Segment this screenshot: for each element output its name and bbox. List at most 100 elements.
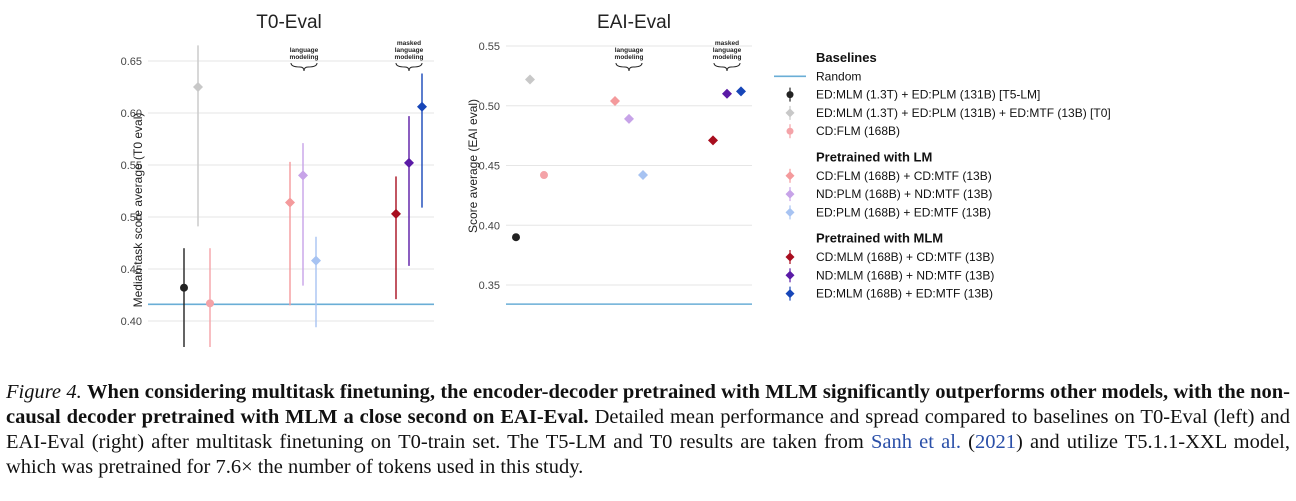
point-cd-flm-168b-cd-mtf-13b — [610, 95, 620, 106]
point-ed-mlm-168b-ed-mtf-13b — [736, 86, 746, 97]
legend-group-title: Pretrained with MLM — [816, 231, 943, 246]
point-ed-mlm-1-3t-ed-plm-131b-ed-mtf-13b-t0 — [525, 74, 535, 85]
legend-item-label: ED:MLM (1.3T) + ED:PLM (131B) [T5-LM] — [816, 88, 1040, 102]
data-point — [525, 74, 535, 85]
data-point — [722, 88, 732, 99]
legend-circle-marker — [786, 91, 794, 99]
point-ed-mlm-1-3t-ed-plm-131b-t5-lm — [512, 233, 520, 242]
caption-text-2: and utilize T5.1.1-XXL model, which was … — [6, 431, 1290, 478]
y-tick-label: 0.60 — [121, 108, 142, 120]
point-ed-mlm-168b-ed-mtf-13b — [417, 73, 427, 208]
caption-bold: When considering multitask finetuning, t… — [6, 381, 1291, 428]
annotation-brace — [290, 62, 318, 72]
point-nd-plm-168b-nd-mtf-13b — [624, 113, 634, 124]
point-cd-mlm-168b-cd-mtf-13b — [708, 135, 718, 146]
point-cd-flm-168b — [540, 171, 548, 180]
data-point — [540, 171, 548, 180]
data-point — [206, 299, 214, 308]
legend-diamond-marker — [785, 171, 795, 181]
legend-item-ed-plm-168b-ed-mtf-13b: ED:PLM (168B) + ED:MTF (13B) — [785, 205, 991, 220]
annotation-text: modeling — [713, 54, 742, 61]
caption-text-1: Detailed mean performance and spread com… — [6, 406, 1290, 453]
point-nd-mlm-168b-nd-mtf-13b — [404, 116, 414, 266]
legend-item-nd-mlm-168b-nd-mtf-13b: ND:MLM (168B) + ND:MTF (13B) — [785, 268, 994, 283]
y-tick-label: 0.55 — [479, 41, 500, 53]
legend-item-label: ND:PLM (168B) + ND:MTF (13B) — [816, 187, 992, 201]
citation-year-link[interactable]: 2021 — [975, 431, 1016, 453]
legend-item-label: ED:MLM (168B) + ED:MTF (13B) — [816, 287, 993, 301]
chart-title: T0-Eval — [256, 12, 321, 33]
caption-label: Figure 4. — [6, 381, 82, 403]
data-point — [417, 101, 427, 112]
point-nd-plm-168b-nd-mtf-13b — [298, 143, 308, 286]
legend-circle-marker — [786, 127, 794, 135]
annotation-text: masked — [715, 40, 739, 47]
point-nd-mlm-168b-nd-mtf-13b — [722, 88, 732, 99]
legend-item-label: ND:MLM (168B) + ND:MTF (13B) — [816, 268, 994, 282]
legend-item-cd-flm-168b-cd-mtf-13b: CD:FLM (168B) + CD:MTF (13B) — [785, 168, 992, 183]
legend-item-cd-mlm-168b-cd-mtf-13b: CD:MLM (168B) + CD:MTF (13B) — [785, 250, 994, 264]
legend-item-ed-mlm-168b-ed-mtf-13b: ED:MLM (168B) + ED:MTF (13B) — [785, 286, 993, 301]
y-tick-label: 0.40 — [121, 316, 142, 328]
data-point — [404, 157, 414, 168]
annotation-text: language — [615, 47, 644, 54]
legend-item-label: Random — [816, 69, 861, 83]
data-point — [736, 86, 746, 97]
data-point — [180, 283, 188, 292]
legend-diamond-marker — [785, 189, 795, 199]
y-tick-label: 0.45 — [121, 264, 142, 276]
legend-item-label: CD:MLM (168B) + CD:MTF (13B) — [816, 250, 994, 264]
legend-item-nd-plm-168b-nd-mtf-13b: ND:PLM (168B) + ND:MTF (13B) — [785, 187, 992, 202]
annotation-text: language — [290, 47, 319, 54]
chart-panel-t0-eval: T0-Eval 0.40 0.45 0.50 0.55 0.60 0.65 Median ta… — [121, 12, 434, 347]
legend-item-label: ED:PLM (168B) + ED:MTF (13B) — [816, 205, 991, 219]
y-tick-label: 0.65 — [121, 56, 142, 68]
legend-diamond-marker — [785, 108, 795, 118]
y-axis-label: Median task score average (T0 eval) — [131, 113, 145, 308]
y-tick-label: 0.40 — [479, 220, 500, 232]
legend-item-ed-mlm-1-3t-ed-plm-131b-t5-lm: ED:MLM (1.3T) + ED:PLM (131B) [T5-LM] — [786, 87, 1040, 102]
data-point — [512, 233, 520, 242]
data-point — [193, 82, 203, 92]
annotation-brace — [713, 62, 741, 72]
y-tick-label: 0.50 — [121, 212, 142, 224]
point-cd-flm-168b-cd-mtf-13b — [285, 161, 295, 306]
y-axis-label: Score average (EAI eval) — [466, 99, 480, 233]
point-ed-mlm-1-3t-ed-plm-131b-ed-mtf-13b-t0 — [193, 45, 203, 227]
point-ed-plm-168b-ed-mtf-13b — [311, 236, 321, 328]
legend-item-ed-mlm-1-3t-ed-plm-131b-ed-mtf-13b-t0: ED:MLM (1.3T) + ED:PLM (131B) + ED:MTF (… — [785, 105, 1111, 120]
legend-group-title: Pretrained with LM — [816, 150, 932, 165]
data-point — [624, 113, 634, 124]
data-point — [311, 255, 321, 266]
annotation-text: language — [713, 47, 742, 54]
point-cd-mlm-168b-cd-mtf-13b — [391, 176, 401, 300]
legend-diamond-marker — [785, 207, 795, 217]
y-tick-label: 0.45 — [479, 161, 500, 173]
data-point — [391, 208, 401, 219]
legend: Baselines Random ED:MLM (1.3T) + ED:PLM (1… — [774, 50, 1111, 301]
data-point — [298, 170, 308, 181]
citation-author-link[interactable]: Sanh et al. — [870, 431, 962, 453]
point-cd-flm-168b — [206, 248, 214, 347]
data-point — [638, 170, 648, 181]
figure-caption: Figure 4. When considering multitask fin… — [6, 381, 1291, 478]
annotation-text: language — [395, 47, 424, 54]
legend-item-random: Random — [774, 69, 861, 83]
legend-item-label: CD:FLM (168B) + CD:MTF (13B) — [816, 169, 992, 183]
annotation-brace — [395, 62, 423, 72]
chart-title: EAI-Eval — [597, 12, 671, 33]
y-tick-label: 0.50 — [479, 101, 500, 113]
legend-diamond-marker — [785, 270, 795, 280]
point-ed-plm-168b-ed-mtf-13b — [638, 170, 648, 181]
legend-item-label: CD:FLM (168B) — [816, 124, 900, 138]
y-tick-label: 0.55 — [121, 160, 142, 172]
legend-group-title: Baselines — [816, 50, 877, 65]
legend-diamond-marker — [785, 289, 795, 299]
legend-diamond-marker — [785, 252, 795, 262]
data-point — [708, 135, 718, 146]
point-ed-mlm-1-3t-ed-plm-131b-t5-lm — [180, 248, 188, 347]
